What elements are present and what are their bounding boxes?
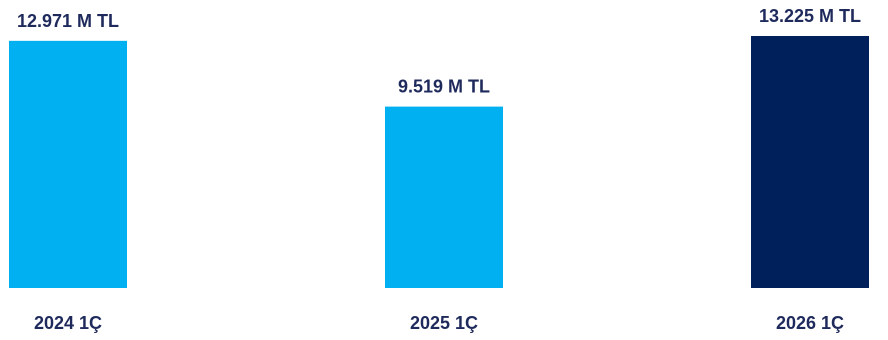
category-label-0: 2024 1Ç xyxy=(34,313,102,333)
category-label-2: 2026 1Ç xyxy=(776,313,844,333)
category-label-1: 2025 1Ç xyxy=(410,313,478,333)
value-labels-group: 12.971 M TL 9.519 M TL 13.225 M TL xyxy=(17,6,861,97)
bar-0 xyxy=(9,40,127,289)
value-label-0: 12.971 M TL xyxy=(17,11,119,31)
bar-1 xyxy=(385,106,503,289)
bar-2 xyxy=(751,36,869,288)
bars-group xyxy=(9,36,869,289)
category-labels-group: 2024 1Ç 2025 1Ç 2026 1Ç xyxy=(34,313,844,333)
value-label-2: 13.225 M TL xyxy=(759,6,861,26)
value-label-1: 9.519 M TL xyxy=(398,77,490,97)
